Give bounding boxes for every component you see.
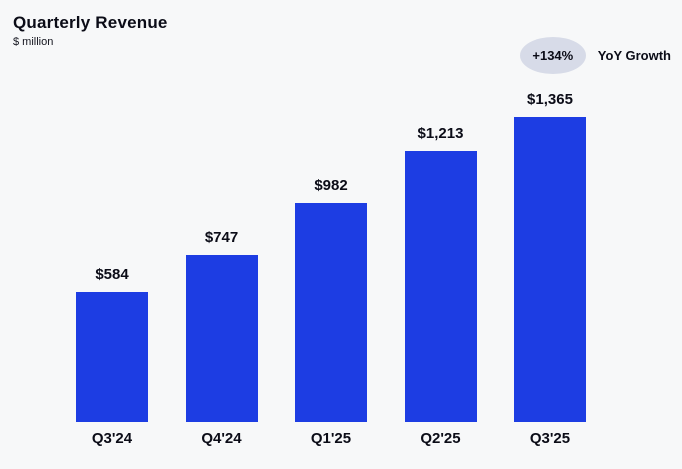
bar-column: $982 Q1'25 (295, 177, 367, 447)
bar-value-label: $982 (314, 177, 348, 194)
bar-value-label: $747 (204, 229, 239, 246)
bar-value-label: $1,213 (417, 125, 464, 142)
bar (404, 151, 477, 422)
yoy-growth-caption: YoY Growth (597, 48, 671, 63)
chart-header: Quarterly Revenue $ million (13, 13, 168, 48)
bar (76, 292, 148, 422)
yoy-growth-badge-group: +134% YoY Growth (519, 37, 671, 74)
bar (514, 117, 586, 422)
bar (295, 203, 367, 422)
bar (185, 255, 258, 422)
bar-category-label: Q4'24 (201, 430, 242, 447)
bar-category-label: Q3'24 (91, 430, 133, 447)
bar-category-label: Q2'25 (420, 430, 461, 447)
bar-chart: $584 Q3'24 $747 Q4'24 $982 Q1'25 $1,213 Q2'25 $1… (76, 91, 586, 447)
chart-subtitle: $ million (13, 36, 54, 48)
bar-category-label: Q3'25 (529, 430, 571, 447)
bar-column: $1,213 Q2'25 (404, 125, 477, 447)
chart-title: Quarterly Revenue (13, 13, 168, 32)
bar-column: $584 Q3'24 (76, 266, 148, 447)
bar-column: $747 Q4'24 (185, 229, 258, 447)
bar-category-label: Q1'25 (310, 430, 352, 447)
bar-value-label: $1,365 (527, 91, 573, 108)
bar-value-label: $584 (95, 266, 129, 283)
bar-column: $1,365 Q3'25 (514, 91, 586, 447)
yoy-growth-badge: +134% (519, 37, 586, 74)
